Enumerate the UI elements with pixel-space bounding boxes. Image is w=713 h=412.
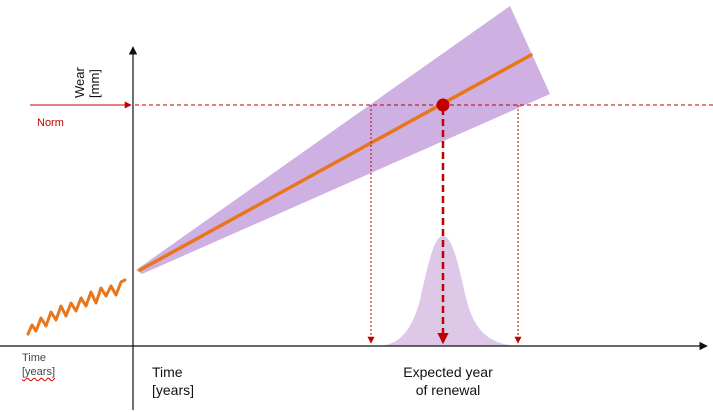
renewal-probability-distribution bbox=[378, 236, 552, 347]
y-axis-label: Wear [mm] bbox=[72, 38, 102, 98]
y-axis-label-line2: [mm] bbox=[87, 69, 102, 98]
left-time-label-line1: Time bbox=[22, 352, 47, 364]
wear-trend-line bbox=[138, 53, 533, 272]
expected-renewal-label: Expected year of renewal bbox=[378, 363, 518, 399]
x-axis-label-line2: [years] bbox=[152, 382, 195, 398]
left-time-label: Time [years] bbox=[22, 351, 55, 379]
expected-renewal-label-line2: of renewal bbox=[415, 382, 481, 398]
left-time-label-line2: [years] bbox=[22, 366, 56, 378]
expected-renewal-label-line1: Expected year bbox=[403, 364, 493, 380]
historical-wear-line bbox=[26, 278, 127, 336]
x-axis-label: Time [years] bbox=[152, 363, 194, 399]
norm-label: Norm bbox=[37, 117, 64, 129]
y-axis-label-line1: Wear bbox=[72, 67, 87, 98]
forecast-uncertainty-cone bbox=[136, 6, 550, 274]
expected-renewal-point bbox=[436, 98, 450, 112]
x-axis-label-line1: Time bbox=[152, 364, 183, 380]
